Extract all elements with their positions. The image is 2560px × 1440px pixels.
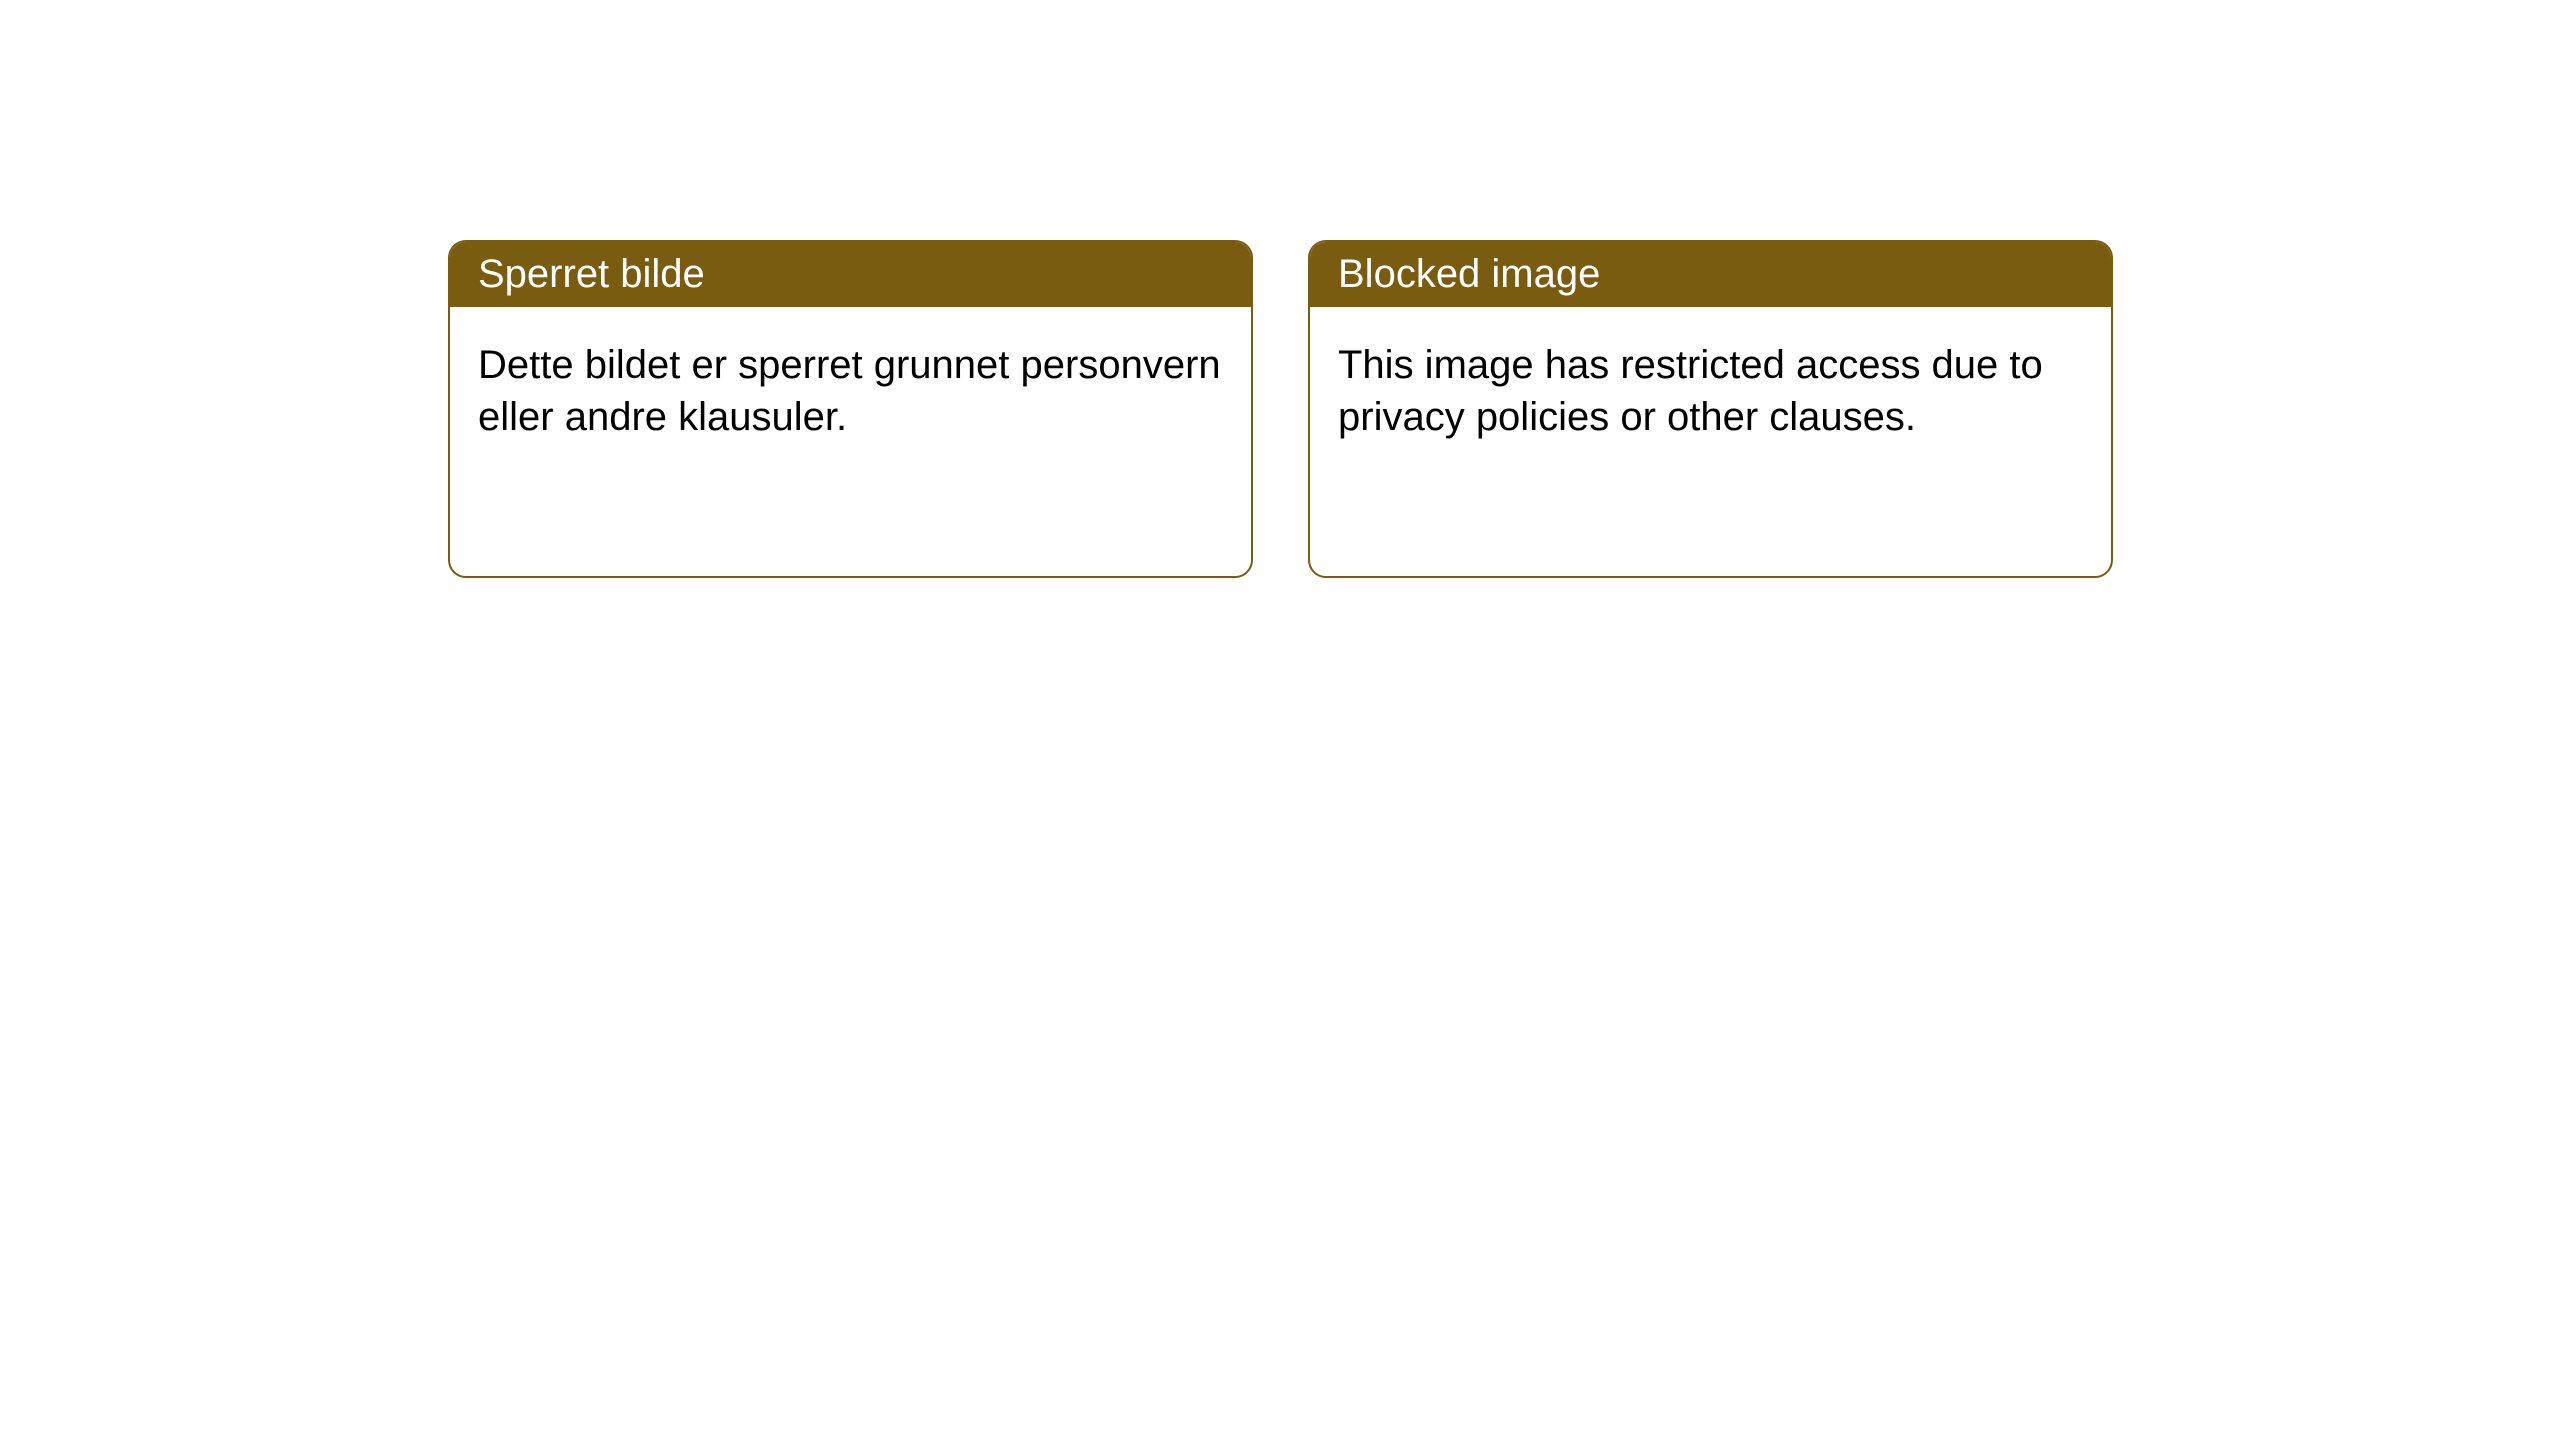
notice-header-english: Blocked image [1310,242,2111,307]
notice-body-english: This image has restricted access due to … [1310,307,2111,475]
notice-header-norwegian: Sperret bilde [450,242,1251,307]
notice-card-english: Blocked image This image has restricted … [1308,240,2113,578]
notice-body-norwegian: Dette bildet er sperret grunnet personve… [450,307,1251,475]
notice-title-norwegian: Sperret bilde [478,252,705,296]
notice-text-english: This image has restricted access due to … [1338,343,2043,439]
notice-container: Sperret bilde Dette bildet er sperret gr… [448,240,2113,578]
notice-card-norwegian: Sperret bilde Dette bildet er sperret gr… [448,240,1253,578]
notice-title-english: Blocked image [1338,252,1600,296]
notice-text-norwegian: Dette bildet er sperret grunnet personve… [478,343,1221,439]
